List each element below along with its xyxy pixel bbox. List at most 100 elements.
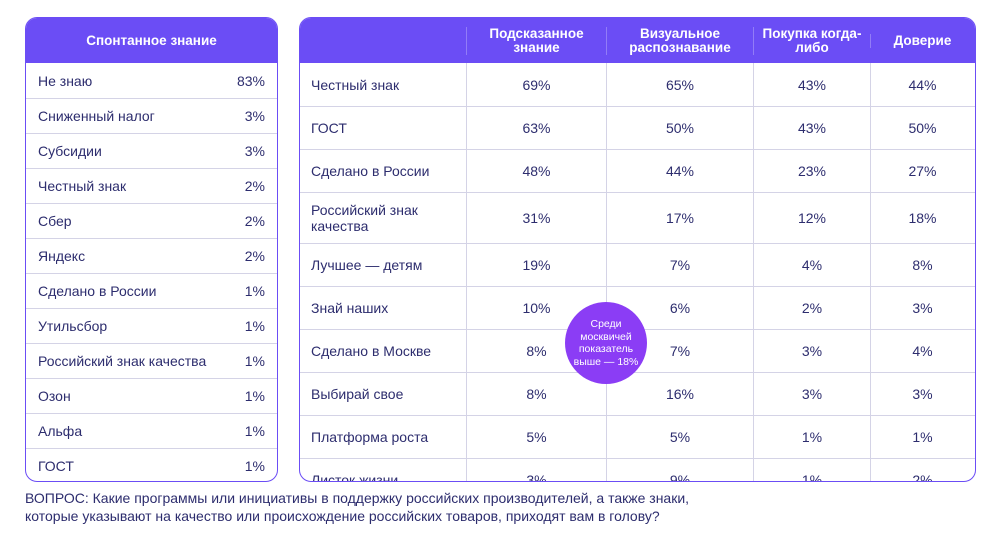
cell-value: 3% bbox=[870, 287, 974, 329]
column-header: Подсказанное знание bbox=[466, 26, 606, 55]
table-row: ГОСТ 1% bbox=[26, 448, 277, 481]
cell-value: 8% bbox=[870, 244, 974, 286]
table-row: Знай наших 10% 6% 2% 3% bbox=[300, 286, 975, 329]
table-row: Сделано в России 48% 44% 23% 27% bbox=[300, 149, 975, 192]
row-label: Не знаю bbox=[38, 72, 93, 89]
table-row: Российский знак качества 1% bbox=[26, 343, 277, 378]
row-label: Сделано в России bbox=[311, 163, 430, 179]
row-value: 83% bbox=[236, 72, 265, 89]
cell-value: 4% bbox=[753, 244, 870, 286]
cell-value: 12% bbox=[753, 193, 870, 243]
cell-value: 3% bbox=[753, 373, 870, 415]
table-row: Честный знак 2% bbox=[26, 168, 277, 203]
row-value: 1% bbox=[244, 423, 265, 439]
spontaneous-awareness-table: Спонтанное знание Не знаю 83% Сниженный на… bbox=[25, 17, 278, 482]
row-value: 1% bbox=[244, 458, 265, 474]
row-label: Озон bbox=[38, 388, 71, 404]
cell-value: 43% bbox=[753, 107, 870, 149]
table-row: Альфа 1% bbox=[26, 413, 277, 448]
table-row: Российский знак качества 31% 17% 12% 18% bbox=[300, 192, 975, 243]
cell-value: 1% bbox=[753, 459, 870, 481]
row-label: ГОСТ bbox=[311, 120, 347, 136]
row-value: 1% bbox=[244, 388, 265, 404]
column-header: Покупка когда-либо bbox=[753, 26, 870, 55]
cell-value: 8% bbox=[466, 330, 606, 372]
table-row: Сбер 2% bbox=[26, 203, 277, 238]
table-row: Лучшее — детям 19% 7% 4% 8% bbox=[300, 243, 975, 286]
cell-value: 2% bbox=[753, 287, 870, 329]
cell-value: 44% bbox=[606, 150, 753, 192]
cell-value: 3% bbox=[466, 459, 606, 481]
cell-value: 7% bbox=[606, 244, 753, 286]
row-label: Честный знак bbox=[311, 76, 400, 93]
moscow-callout-badge: Среди москвичей показатель выше — 18% bbox=[565, 302, 647, 384]
table-row: Озон 1% bbox=[26, 378, 277, 413]
row-label: ГОСТ bbox=[38, 458, 74, 474]
brand-metrics-body: Честный знак 69% 65% 43% 44% ГОСТ 63% 50% 43% 50%… bbox=[300, 63, 975, 482]
table-row: Выбирай свое 8% 16% 3% 3% bbox=[300, 372, 975, 415]
cell-value: 19% bbox=[466, 244, 606, 286]
row-label: Утильсбор bbox=[38, 318, 108, 334]
cell-value: 31% bbox=[466, 193, 606, 243]
table-row: Сниженный налог 3% bbox=[26, 98, 277, 133]
survey-question: ВОПРОС: Какие программы или инициативы в… bbox=[25, 490, 690, 524]
row-value: 2% bbox=[244, 248, 265, 264]
table-row: Сделано в России 1% bbox=[26, 273, 277, 308]
cell-value: 18% bbox=[870, 193, 974, 243]
row-value: 1% bbox=[244, 353, 265, 369]
row-label: Лучшее — детям bbox=[311, 257, 423, 273]
row-label: Листок жизни bbox=[311, 472, 399, 482]
cell-value: 10% bbox=[466, 287, 606, 329]
row-label: Сделано в Москве bbox=[311, 343, 432, 359]
table-row: Честный знак 69% 65% 43% 44% bbox=[300, 63, 975, 106]
cell-value: 3% bbox=[753, 330, 870, 372]
brand-metrics-header: Подсказанное знание Визуальное распознава… bbox=[300, 18, 975, 63]
row-label: Выбирай свое bbox=[311, 386, 404, 402]
table-row: Субсидии 3% bbox=[26, 133, 277, 168]
row-value: 1% bbox=[244, 318, 265, 334]
row-label: Знай наших bbox=[311, 300, 389, 316]
cell-value: 43% bbox=[753, 63, 870, 106]
row-label: Платформа роста bbox=[311, 429, 429, 445]
table-row: Утильсбор 1% bbox=[26, 308, 277, 343]
cell-value: 2% bbox=[870, 459, 974, 481]
cell-value: 23% bbox=[753, 150, 870, 192]
cell-value: 3% bbox=[870, 373, 974, 415]
brand-metrics-table: Подсказанное знание Визуальное распознава… bbox=[299, 17, 976, 482]
row-value: 2% bbox=[244, 178, 265, 194]
row-label: Российский знак качества bbox=[311, 202, 418, 234]
spontaneous-awareness-body: Не знаю 83% Сниженный налог 3% Субсидии 3% Чес… bbox=[26, 63, 277, 481]
cell-value: 63% bbox=[466, 107, 606, 149]
cell-value: 4% bbox=[870, 330, 974, 372]
cell-value: 1% bbox=[753, 416, 870, 458]
table-row: Платформа роста 5% 5% 1% 1% bbox=[300, 415, 975, 458]
cell-value: 16% bbox=[606, 373, 753, 415]
row-label: Сниженный налог bbox=[38, 108, 155, 124]
row-label: Российский знак качества bbox=[38, 353, 207, 369]
cell-value: 17% bbox=[606, 193, 753, 243]
cell-value: 65% bbox=[606, 63, 753, 106]
cell-value: 50% bbox=[606, 107, 753, 149]
row-value: 3% bbox=[244, 143, 265, 159]
cell-value: 50% bbox=[870, 107, 974, 149]
row-value: 3% bbox=[244, 108, 265, 124]
table-row: Не знаю 83% bbox=[26, 63, 277, 98]
spontaneous-awareness-header: Спонтанное знание bbox=[26, 18, 277, 63]
cell-value: 1% bbox=[870, 416, 974, 458]
row-label: Сделано в России bbox=[38, 283, 157, 299]
cell-value: 5% bbox=[606, 416, 753, 458]
cell-value: 27% bbox=[870, 150, 974, 192]
row-label: Честный знак bbox=[38, 178, 127, 194]
row-value: 1% bbox=[244, 283, 265, 299]
row-label: Сбер bbox=[38, 213, 72, 229]
row-label: Яндекс bbox=[38, 248, 86, 264]
row-value: 2% bbox=[244, 213, 265, 229]
column-header: Доверие bbox=[870, 33, 974, 48]
table-row: ГОСТ 63% 50% 43% 50% bbox=[300, 106, 975, 149]
cell-value: 69% bbox=[466, 63, 606, 106]
column-header: Визуальное распознавание bbox=[606, 26, 753, 55]
cell-value: 5% bbox=[466, 416, 606, 458]
cell-value: 9% bbox=[606, 459, 753, 481]
cell-value: 44% bbox=[870, 63, 974, 106]
row-label: Субсидии bbox=[38, 143, 102, 159]
